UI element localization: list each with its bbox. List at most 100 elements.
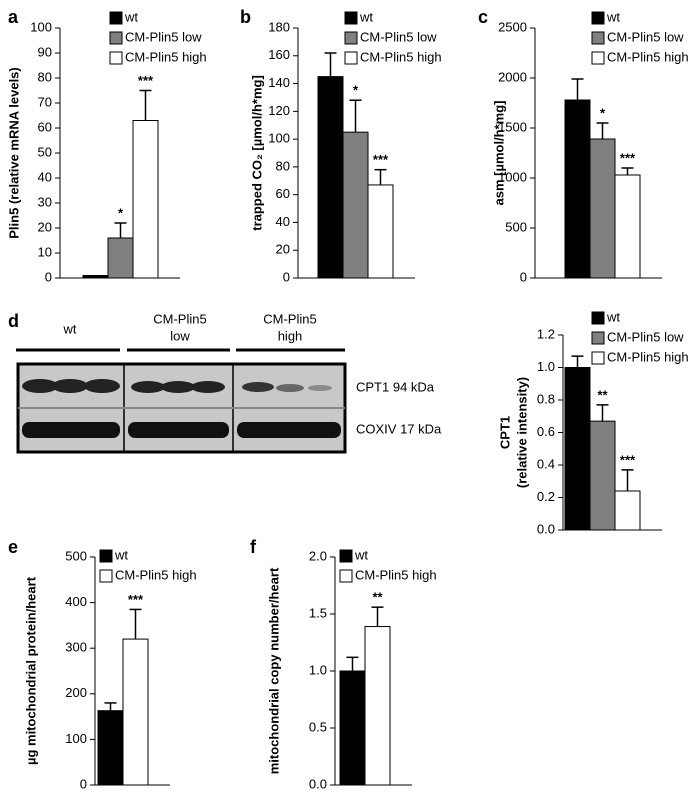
legend-swatch [591,51,605,65]
error-bar [129,608,142,640]
y-tick-label: 100 [30,19,52,34]
bar [97,710,124,786]
y-tick-label: 160 [268,47,290,62]
error-bar [621,167,634,175]
bar [614,490,641,531]
y-axis-label: mitochondrial copy number/heart [266,567,281,774]
legend-label: CM-Plin5 high [355,567,437,582]
legend-label: CM-Plin5 high [125,49,207,64]
y-tick-label: 20 [276,242,290,257]
y-tick-label: 20 [38,219,52,234]
y-axis-label: (relative intensity) [514,377,529,488]
y-tick-label: 0 [45,269,52,284]
legend-label: CM-Plin5 low [125,29,202,44]
band [52,379,88,393]
y-tick-label: 60 [38,119,52,134]
y-tick-label: 0 [80,776,87,791]
significance-label: *** [620,452,636,467]
legend-swatch [591,351,605,365]
legend-swatch [344,31,358,45]
y-tick-label: 0 [283,269,290,284]
significance-label: * [600,105,606,120]
error-bar [324,52,337,77]
legend-label: CM-Plin5 low [607,329,684,344]
error-bar [104,702,117,711]
y-tick-label: 10 [38,244,52,259]
error-bar [371,606,384,627]
y-axis-label: asm [µmol/h*mg] [491,100,506,205]
y-tick-label: 120 [268,103,290,118]
bar [339,670,366,786]
panel-letter: c [478,7,488,27]
band [276,384,304,392]
legend-label: CM-Plin5 high [607,349,689,364]
legend-label: wt [354,547,368,562]
band [22,379,58,393]
y-tick-label: 2.0 [309,548,327,563]
group-label: low [170,328,190,343]
legend-label: CM-Plin5 high [360,49,442,64]
error-bar [571,355,584,368]
group-label: wt [63,321,77,336]
y-tick-label: 0.2 [537,489,555,504]
y-tick-label: 300 [65,640,87,655]
legend-swatch [99,569,113,583]
band-label: CPT1 94 kDa [356,379,435,394]
legend-label: CM-Plin5 high [115,567,197,582]
significance-label: *** [128,592,144,607]
cpt1-bands [22,379,332,393]
significance-label: ** [372,590,383,605]
band [237,422,341,438]
panel-letter: f [250,537,257,557]
bar [614,174,641,279]
y-tick-label: 500 [505,219,527,234]
significance-label: * [118,205,124,220]
band [22,422,120,438]
y-tick-label: 0 [520,269,527,284]
y-tick-label: 0.0 [309,776,327,791]
error-bar [374,168,387,185]
error-bar [596,122,609,139]
error-bar [114,222,127,238]
y-tick-label: 30 [38,194,52,209]
y-tick-label: 60 [276,186,290,201]
legend-swatch [591,31,605,45]
y-tick-label: 70 [38,94,52,109]
bar [317,76,344,279]
legend-label: wt [124,9,138,24]
significance-label: * [353,83,359,98]
legend-label: CM-Plin5 high [607,49,689,64]
band [84,379,120,393]
band [131,381,165,393]
y-tick-label: 40 [276,214,290,229]
y-tick-label: 180 [268,19,290,34]
y-tick-label: 0.5 [309,719,327,734]
y-tick-label: 100 [268,131,290,146]
legend-label: wt [359,9,373,24]
significance-label: *** [138,73,154,88]
y-tick-label: 40 [38,169,52,184]
bar [364,626,391,786]
error-bar [139,89,152,121]
legend-label: wt [114,547,128,562]
y-axis-label: trapped CO₂ [µmol/h*mg] [249,75,264,231]
error-bar [571,78,584,100]
bar [589,420,616,531]
panel-letter: e [8,537,18,557]
y-tick-label: 1000 [498,169,527,184]
y-tick-label: 0.8 [537,391,555,406]
legend-swatch [591,311,605,325]
y-tick-label: 80 [276,158,290,173]
error-bar [596,404,609,422]
significance-label: *** [620,150,636,165]
legend-swatch [99,549,113,563]
y-tick-label: 2000 [498,69,527,84]
western-blot [16,348,347,454]
panel-letter: b [240,7,251,27]
y-tick-label: 1.0 [309,662,327,677]
legend-swatch [109,51,123,65]
y-axis-label: Plin5 (relative mRNA levels) [6,67,21,238]
bar [342,131,369,279]
bar [564,99,591,279]
y-tick-label: 0.0 [537,521,555,536]
